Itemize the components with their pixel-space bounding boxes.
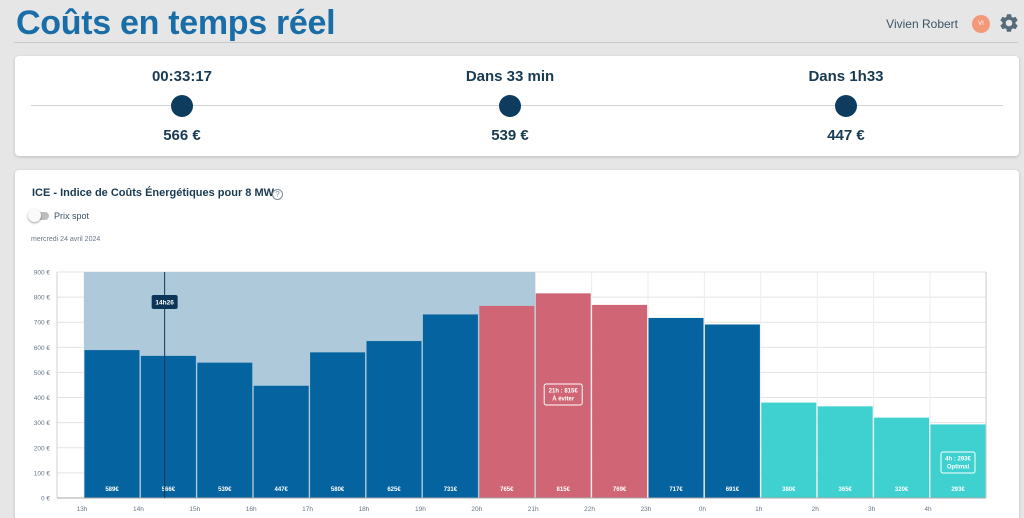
y-tick-label: 0 € — [41, 496, 50, 503]
x-tick-label: 22h — [584, 506, 595, 513]
y-tick-label: 400 € — [34, 395, 51, 402]
annotation-text: 21h : 815€ — [549, 389, 579, 395]
stop-value: 566 € — [163, 127, 201, 144]
bar — [535, 293, 591, 498]
bar — [422, 314, 478, 498]
bar-value-label: 625€ — [387, 487, 401, 493]
bar-value-label: 691€ — [726, 487, 740, 493]
annotation-text: À éviter — [552, 396, 575, 403]
y-tick-label: 700 € — [34, 320, 51, 327]
header-divider — [14, 42, 1018, 43]
x-tick-label: 14h — [133, 506, 144, 513]
summary-card: 00:33:17 566 € Dans 33 min 539 € Dans 1h… — [15, 56, 1019, 156]
bar — [84, 350, 140, 498]
bar-value-label: 293€ — [951, 487, 965, 493]
bar-value-label: 447€ — [275, 487, 289, 493]
y-tick-label: 600 € — [34, 345, 51, 352]
stop-value: 539 € — [491, 127, 529, 144]
bar-value-label: 765€ — [500, 487, 514, 493]
bar-value-label: 815€ — [557, 487, 571, 493]
bar-value-label: 380€ — [782, 487, 796, 493]
bar — [140, 355, 196, 498]
bar-value-label: 580€ — [331, 487, 345, 493]
gear-icon[interactable] — [998, 12, 1020, 34]
annotation-box — [940, 451, 976, 474]
current-time-badge — [151, 295, 178, 309]
bar — [817, 406, 873, 498]
x-tick-label: 23h — [641, 506, 652, 513]
y-tick-label: 500 € — [34, 370, 51, 377]
x-tick-label: 17h — [302, 506, 313, 513]
x-tick-label: 3h — [868, 506, 876, 513]
stop-value: 447 € — [827, 127, 865, 144]
bar-value-label: 769€ — [613, 487, 627, 493]
chart-date: mercredi 24 avril 2024 — [31, 236, 101, 243]
timeline-dot[interactable] — [835, 95, 857, 117]
annotation-text: Optimal — [947, 465, 970, 471]
x-tick-label: 4h — [924, 506, 932, 513]
bar — [310, 352, 366, 498]
avatar[interactable]: VI — [972, 15, 990, 33]
bar-value-label: 539€ — [218, 487, 232, 493]
spot-price-toggle[interactable] — [28, 209, 49, 222]
bar — [197, 362, 253, 498]
stop-label: Dans 33 min — [465, 68, 555, 85]
x-tick-label: 13h — [77, 506, 88, 513]
chart-card: ICE - Indice de Coûts Énergétiques pour … — [15, 170, 1019, 518]
bar-value-label: 320€ — [895, 487, 909, 493]
timeline-dot[interactable] — [171, 95, 193, 117]
bar — [366, 341, 422, 498]
cost-chart: 900 € 800 € 700 € 600 € 500 € 400 € 300 € 200 €… — [34, 270, 987, 513]
user-name[interactable]: Vivien Robert — [886, 17, 958, 31]
toggle-knob[interactable] — [28, 209, 41, 222]
bar — [592, 304, 648, 498]
spot-price-label: Prix spot — [54, 211, 90, 221]
y-tick-label: 100 € — [34, 470, 51, 477]
x-tick-label: 1h — [755, 506, 763, 513]
y-tick-label: 900 € — [34, 270, 51, 277]
bar-value-label: 717€ — [669, 487, 683, 493]
x-tick-label: 15h — [189, 506, 200, 513]
bar — [761, 402, 817, 498]
bar-value-label: 589€ — [105, 487, 119, 493]
bar-value-label: 566€ — [162, 487, 176, 493]
y-tick-label: 300 € — [34, 420, 51, 427]
x-tick-label: 16h — [246, 506, 257, 513]
help-icon[interactable]: ? — [272, 189, 283, 200]
stop-label: Dans 1h33 — [808, 68, 884, 85]
bar — [874, 417, 930, 498]
y-tick-label: 200 € — [34, 445, 51, 452]
y-tick-label: 800 € — [34, 295, 51, 302]
x-tick-label: 0h — [699, 506, 707, 513]
stop-label: 00:33:17 — [151, 68, 213, 85]
bar — [648, 317, 704, 498]
bar-value-label: 731€ — [444, 487, 458, 493]
x-tick-label: 2h — [812, 506, 820, 513]
bar-value-label: 365€ — [839, 487, 853, 493]
annotation-box — [543, 383, 583, 406]
bar — [253, 385, 309, 498]
page-title: Coûts en temps réel — [16, 4, 336, 42]
bar — [704, 324, 760, 498]
current-time-label: 14h26 — [155, 300, 174, 307]
x-tick-label: 19h — [415, 506, 426, 513]
timeline-dot[interactable] — [499, 95, 521, 117]
chart-title: ICE - Indice de Coûts Énergétiques pour … — [32, 187, 275, 199]
x-tick-label: 21h — [528, 506, 539, 513]
x-tick-label: 18h — [359, 506, 370, 513]
bar — [930, 424, 986, 498]
x-tick-label: 20h — [471, 506, 482, 513]
annotation-text: 4h : 293€ — [945, 457, 971, 463]
bar — [479, 305, 535, 498]
